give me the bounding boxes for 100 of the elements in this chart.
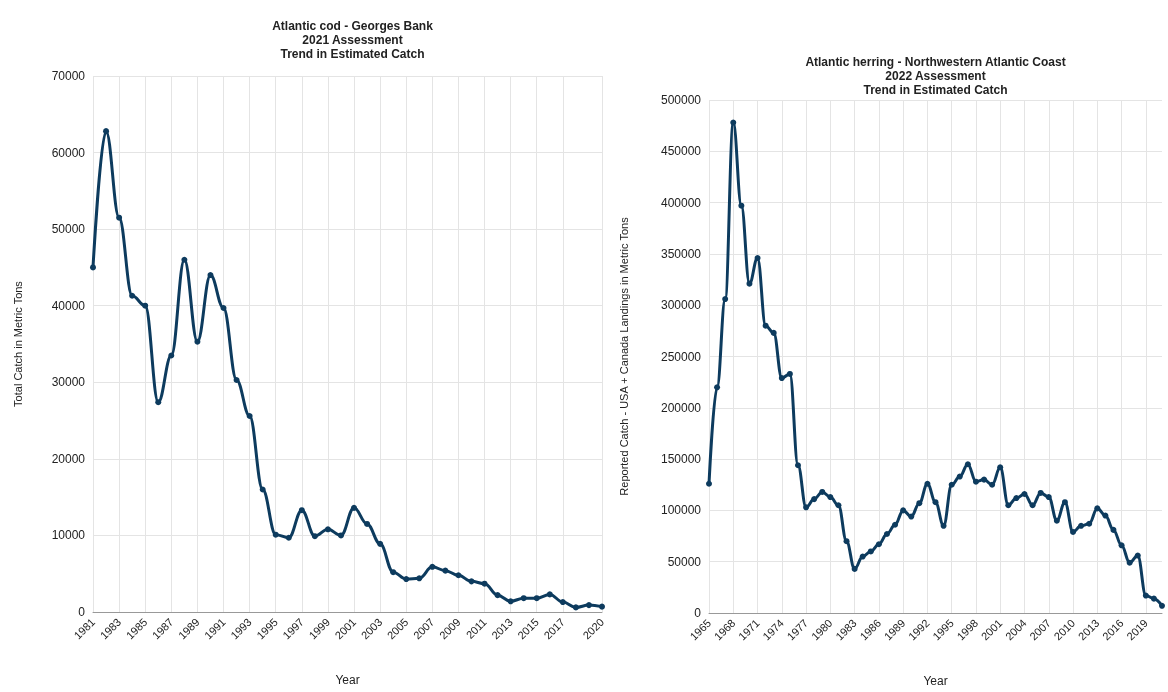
chart-title: Atlantic cod - Georges Bank 2021 Assessment Trend in Estimated Catch [272,19,434,61]
point [754,255,761,261]
y-tick-label: 60000 [51,145,86,160]
point [794,462,801,469]
point [811,496,818,503]
point [507,598,514,605]
point [1086,520,1093,527]
point [337,532,344,539]
point [803,504,810,511]
point [981,476,988,483]
y-tick-label: 300000 [660,298,702,313]
point [989,481,996,488]
y-tick-label: 200000 [660,400,702,415]
point [1013,495,1020,502]
point [1021,490,1028,497]
point [867,548,874,555]
point [1150,595,1157,602]
point [416,575,423,582]
x-axis-title: Year [335,673,360,687]
y-tick-label: 40000 [51,298,86,313]
point [546,591,553,598]
point [1110,526,1117,533]
point [1142,592,1149,599]
point [1070,528,1077,535]
point [1037,489,1044,496]
point [103,128,110,135]
point [1094,505,1101,512]
point [220,305,227,312]
point [285,534,292,541]
point [892,521,899,528]
point [155,399,162,406]
point [324,526,331,533]
point [311,533,318,540]
point [843,538,850,545]
point [835,502,842,509]
point [746,280,753,287]
y-tick-label: 0 [78,605,86,619]
point [442,567,449,574]
point [494,592,501,599]
point [819,488,826,495]
point [956,473,963,480]
point [1053,517,1060,524]
point [455,572,462,579]
point [429,563,436,570]
point [1078,522,1085,529]
point [207,272,214,279]
y-tick-label: 50000 [667,554,702,569]
point [908,513,915,520]
x-axis-title: Year [923,674,948,688]
y-axis-title: Total Catch in Metric Tons [11,280,24,407]
point [1102,512,1109,519]
point [246,412,253,419]
y-axis-title: Reported Catch - USA + Canada Landings in Metric Tons [617,216,630,496]
point [298,507,305,514]
y-tick-label: 150000 [660,452,702,467]
point [116,214,123,221]
point [520,595,527,602]
point [1061,499,1068,506]
point [778,375,785,382]
y-tick-label: 30000 [51,375,86,390]
point [883,531,890,537]
point [714,384,721,391]
point [1159,602,1165,609]
point [233,376,240,383]
point [738,202,745,209]
y-tick-label: 50000 [51,222,86,237]
y-tick-label: 100000 [660,503,702,518]
point [940,522,947,529]
point [1005,502,1012,509]
point [194,338,201,345]
point [875,541,882,548]
point [916,500,923,507]
point [851,565,858,572]
point [572,604,579,611]
y-tick-label: 0 [694,606,702,620]
point [964,461,971,468]
point [1045,494,1052,501]
y-tick-label: 70000 [51,69,86,83]
point [585,602,592,609]
point [599,603,605,610]
point [364,520,371,527]
point [390,569,397,576]
y-tick-label: 350000 [660,246,702,261]
point [770,329,777,336]
y-tick-label: 500000 [660,93,702,107]
y-tick-label: 250000 [660,349,702,364]
point [1126,559,1133,566]
point [1118,542,1125,549]
point [722,296,729,303]
point [948,481,955,488]
point [533,595,540,602]
point [1029,502,1036,509]
y-tick-label: 20000 [51,451,86,466]
chart-title: Atlantic herring - Northwestern Atlantic Coast 2022 Assessment Trend in Estimated Catch [805,55,1066,97]
point [90,264,96,271]
y-tick-label: 10000 [51,528,86,543]
y-tick-label: 450000 [660,144,702,159]
point [972,478,979,485]
point [351,504,358,511]
point [762,322,769,329]
